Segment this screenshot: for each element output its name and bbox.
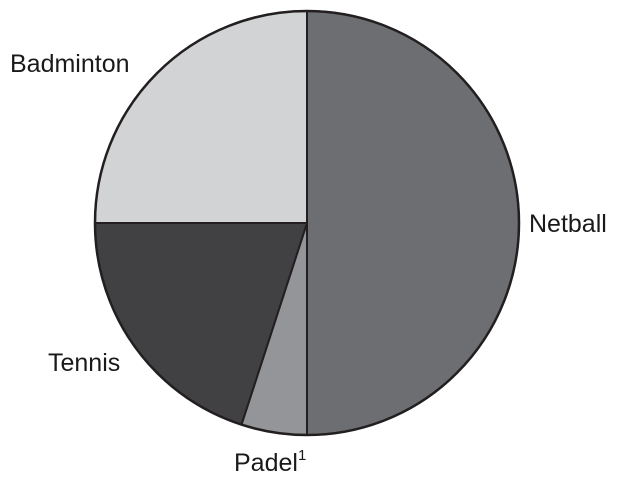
pie-label-text: Padel <box>234 449 298 477</box>
pie-slices <box>94 10 520 436</box>
pie-label-netball: Netball <box>529 210 607 238</box>
pie-slice-netball <box>306 10 520 436</box>
pie-label-footnote: 1 <box>298 447 306 464</box>
pie-slice-badminton <box>94 10 308 224</box>
pie-label-badminton: Badminton <box>10 50 130 78</box>
pie-outline <box>93 9 521 437</box>
pie-label-tennis: Tennis <box>48 349 120 377</box>
pie-labels: Netball Padel1 Tennis Badminton <box>10 50 607 477</box>
pie-label-text: Tennis <box>48 349 120 377</box>
pie-label-padel: Padel1 <box>234 447 306 477</box>
pie-label-text: Netball <box>529 210 607 238</box>
pie-label-text: Badminton <box>10 50 130 78</box>
